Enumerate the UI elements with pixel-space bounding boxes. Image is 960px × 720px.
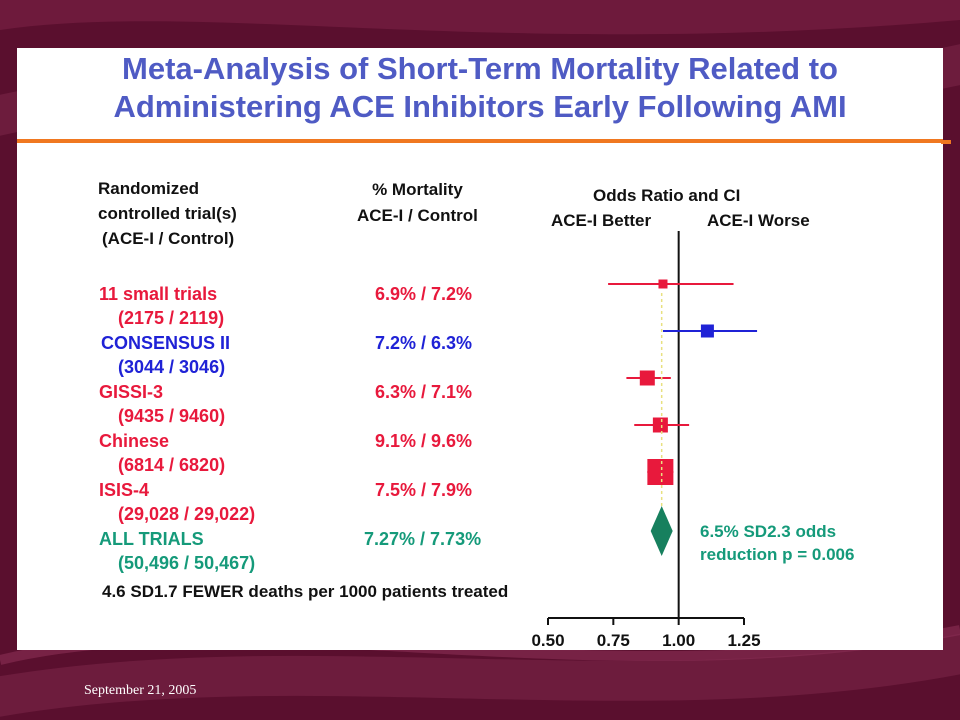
x-tick-label: 1.00 — [662, 631, 695, 650]
title-line-1: Meta-Analysis of Short-Term Mortality Re… — [122, 51, 838, 86]
trial-header-line-2: controlled trial(s) — [98, 204, 237, 223]
mortality-isis-4: 7.5% / 7.9% — [375, 480, 473, 500]
trial-n-chinese: (6814 / 6820) — [118, 455, 226, 475]
mortality-chinese: 9.1% / 9.6% — [375, 431, 473, 451]
trial-header-line-3: (ACE-I / Control) — [102, 229, 235, 248]
trial-n-isis-4: (29,028 / 29,022) — [118, 504, 256, 524]
deaths-prevented-note: 4.6 SD1.7 FEWER deaths per 1000 patients… — [102, 582, 509, 601]
point-estimate — [639, 370, 655, 386]
trial-header: Randomized controlled trial(s) (ACE-I / … — [98, 178, 237, 250]
trial-name-all-trials: ALL TRIALS — [99, 529, 204, 549]
ace-better-label: ACE-I Better — [551, 211, 652, 230]
slide-title: Meta-Analysis of Short-Term Mortality Re… — [17, 50, 943, 126]
forest-plot: 0.50 0.75 1.00 1.25 — [531, 231, 761, 650]
odds-ratio-title: Odds Ratio and CI — [593, 186, 741, 205]
trial-name-consensus-ii: CONSENSUS II — [101, 333, 231, 353]
pooled-diamond — [650, 506, 673, 556]
trial-n-consensus-ii: (3044 / 3046) — [118, 357, 226, 377]
x-tick-label: 1.25 — [727, 631, 760, 650]
trial-header-line-1: Randomized — [98, 179, 200, 198]
mortality-all-trials: 7.27% / 7.73% — [364, 529, 482, 549]
mortality-header-line-2: ACE-I / Control — [357, 206, 478, 225]
mortality-small-trials: 6.9% / 7.2% — [375, 284, 473, 304]
mortality-header-line-1: % Mortality — [372, 180, 463, 199]
point-estimate — [652, 417, 668, 433]
mortality-consensus-ii: 7.2% / 6.3% — [375, 333, 473, 353]
trial-name-chinese: Chinese — [99, 431, 170, 451]
x-tick-label: 0.75 — [597, 631, 630, 650]
summary-line-1: 6.5% SD2.3 odds — [700, 522, 837, 541]
x-tick-label: 0.50 — [531, 631, 564, 650]
trial-n-small-trials: (2175 / 2119) — [118, 308, 225, 328]
title-divider — [17, 139, 943, 143]
title-line-2: Administering ACE Inhibitors Early Follo… — [113, 89, 847, 124]
mortality-header: % Mortality ACE-I / Control — [357, 179, 478, 227]
point-estimate — [647, 459, 674, 485]
point-estimate — [658, 279, 668, 289]
side-accent — [941, 140, 951, 144]
mortality-gissi-3: 6.3% / 7.1% — [375, 382, 473, 402]
trial-n-all-trials: (50,496 / 50,467) — [118, 553, 256, 573]
trial-name-gissi-3: GISSI-3 — [99, 382, 164, 402]
summary-text: 6.5% SD2.3 odds reduction p = 0.006 — [700, 520, 854, 566]
point-estimate — [700, 324, 714, 338]
slide-date: September 21, 2005 — [84, 683, 197, 698]
trial-name-small-trials: 11 small trials — [99, 284, 218, 304]
ace-worse-label: ACE-I Worse — [707, 211, 810, 230]
slide-panel: Meta-Analysis of Short-Term Mortality Re… — [17, 48, 943, 650]
trial-n-gissi-3: (9435 / 9460) — [118, 406, 226, 426]
trial-name-isis-4: ISIS-4 — [99, 480, 150, 500]
summary-line-2: reduction p = 0.006 — [700, 545, 855, 564]
